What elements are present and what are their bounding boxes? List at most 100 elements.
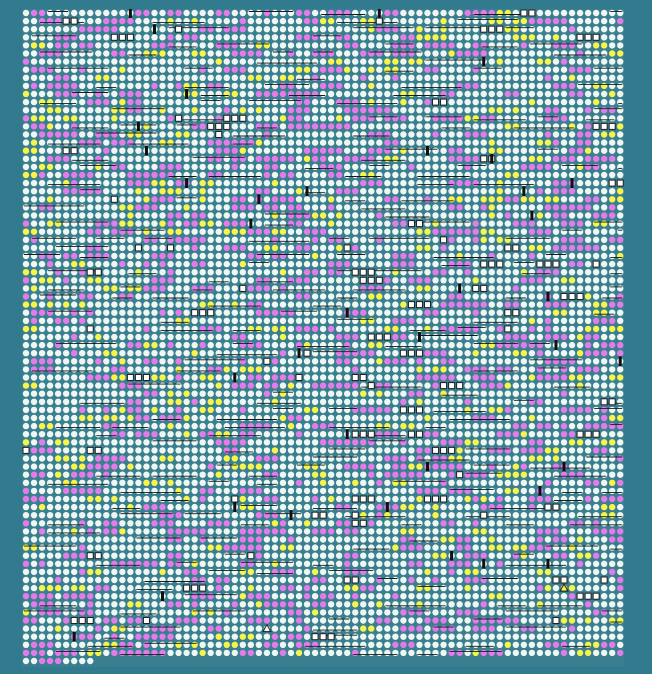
cell-empty[interactable]	[600, 333, 608, 341]
cell-empty[interactable]	[560, 66, 568, 73]
cell-empty[interactable]	[568, 269, 576, 276]
cell-empty[interactable]	[167, 309, 174, 316]
cell-magenta[interactable]	[472, 374, 479, 381]
cell-empty[interactable]	[295, 422, 303, 430]
box-icon[interactable]	[367, 430, 375, 438]
cell-yellow[interactable]	[568, 374, 576, 381]
cell-empty[interactable]	[368, 390, 375, 397]
cell-empty[interactable]	[480, 252, 487, 260]
cell-magenta[interactable]	[376, 107, 383, 114]
cell-empty[interactable]	[54, 179, 62, 187]
cell-empty[interactable]	[30, 479, 38, 486]
cell-empty[interactable]	[79, 439, 86, 446]
cell-empty[interactable]	[480, 431, 487, 438]
cell-empty[interactable]	[496, 358, 503, 365]
cell-empty[interactable]	[496, 171, 503, 179]
cell-magenta[interactable]	[552, 139, 560, 146]
cell-magenta[interactable]	[167, 163, 174, 171]
cell-empty[interactable]	[135, 455, 142, 462]
cell-magenta[interactable]	[560, 374, 568, 381]
cell-empty[interactable]	[592, 50, 600, 57]
cell-empty[interactable]	[199, 139, 206, 146]
cell-empty[interactable]	[456, 479, 463, 486]
cell-empty[interactable]	[103, 487, 110, 495]
cell-empty[interactable]	[504, 463, 511, 470]
cell-empty[interactable]	[376, 252, 383, 260]
cell-empty[interactable]	[255, 447, 263, 454]
cell-empty[interactable]	[512, 58, 520, 65]
cell-magenta[interactable]	[352, 350, 359, 357]
cell-empty[interactable]	[432, 155, 439, 162]
cell-empty[interactable]	[319, 196, 327, 203]
cell-empty[interactable]	[584, 212, 592, 219]
cell-magenta[interactable]	[327, 82, 335, 90]
cell-empty[interactable]	[207, 107, 214, 114]
cell-empty[interactable]	[528, 188, 536, 195]
cell-empty[interactable]	[520, 212, 528, 219]
cell-empty[interactable]	[279, 439, 287, 446]
cell-empty[interactable]	[344, 17, 351, 25]
cell-empty[interactable]	[215, 301, 222, 308]
cell-magenta[interactable]	[600, 155, 608, 162]
cell-empty[interactable]	[544, 252, 552, 260]
cell-yellow[interactable]	[464, 115, 471, 122]
cell-empty[interactable]	[552, 431, 560, 438]
cell-empty[interactable]	[295, 390, 303, 397]
cell-yellow[interactable]	[464, 495, 471, 503]
cell-empty[interactable]	[279, 406, 287, 414]
cell-magenta[interactable]	[536, 447, 544, 454]
cell-magenta[interactable]	[239, 244, 247, 252]
cell-empty[interactable]	[199, 439, 206, 446]
cell-empty[interactable]	[400, 179, 407, 187]
cell-empty[interactable]	[207, 74, 214, 82]
cell-empty[interactable]	[432, 123, 439, 130]
cell-empty[interactable]	[247, 90, 255, 98]
cell-magenta[interactable]	[608, 301, 616, 308]
cell-magenta[interactable]	[544, 374, 552, 381]
cell-empty[interactable]	[520, 317, 528, 324]
cell-empty[interactable]	[432, 236, 439, 243]
cell-empty[interactable]	[207, 252, 214, 260]
cell-empty[interactable]	[167, 147, 174, 154]
cell-empty[interactable]	[432, 171, 439, 179]
cell-empty[interactable]	[159, 422, 166, 430]
cell-empty[interactable]	[159, 333, 166, 341]
cell-empty[interactable]	[215, 406, 222, 414]
cell-empty[interactable]	[22, 431, 30, 438]
box-icon[interactable]	[448, 382, 456, 390]
cell-yellow[interactable]	[223, 431, 230, 438]
cell-empty[interactable]	[287, 236, 295, 243]
cell-empty[interactable]	[456, 98, 463, 106]
cell-empty[interactable]	[183, 366, 190, 373]
cell-magenta[interactable]	[295, 34, 303, 41]
cell-empty[interactable]	[584, 98, 592, 106]
cell-empty[interactable]	[576, 17, 584, 25]
cell-magenta[interactable]	[79, 66, 86, 73]
cell-empty[interactable]	[544, 341, 552, 349]
cell-empty[interactable]	[135, 34, 142, 41]
cell-magenta[interactable]	[432, 115, 439, 122]
cell-magenta[interactable]	[167, 414, 174, 422]
cell-empty[interactable]	[287, 98, 295, 106]
cell-empty[interactable]	[30, 58, 38, 65]
cell-magenta[interactable]	[239, 487, 247, 495]
cell-empty[interactable]	[327, 285, 335, 292]
cell-empty[interactable]	[319, 366, 327, 373]
cell-yellow[interactable]	[175, 487, 182, 495]
cell-empty[interactable]	[456, 406, 463, 414]
cell-empty[interactable]	[327, 90, 335, 98]
cell-empty[interactable]	[295, 155, 303, 162]
cell-empty[interactable]	[376, 244, 383, 252]
cell-empty[interactable]	[432, 188, 439, 195]
cell-empty[interactable]	[536, 34, 544, 41]
cell-empty[interactable]	[440, 398, 447, 405]
cell-empty[interactable]	[167, 74, 174, 82]
cell-magenta[interactable]	[295, 479, 303, 486]
cell-empty[interactable]	[360, 66, 367, 73]
cell-empty[interactable]	[215, 252, 222, 260]
cell-empty[interactable]	[424, 503, 431, 511]
cell-magenta[interactable]	[536, 439, 544, 446]
cell-empty[interactable]	[70, 325, 78, 333]
box-icon[interactable]	[263, 357, 271, 365]
cell-magenta[interactable]	[440, 42, 447, 49]
